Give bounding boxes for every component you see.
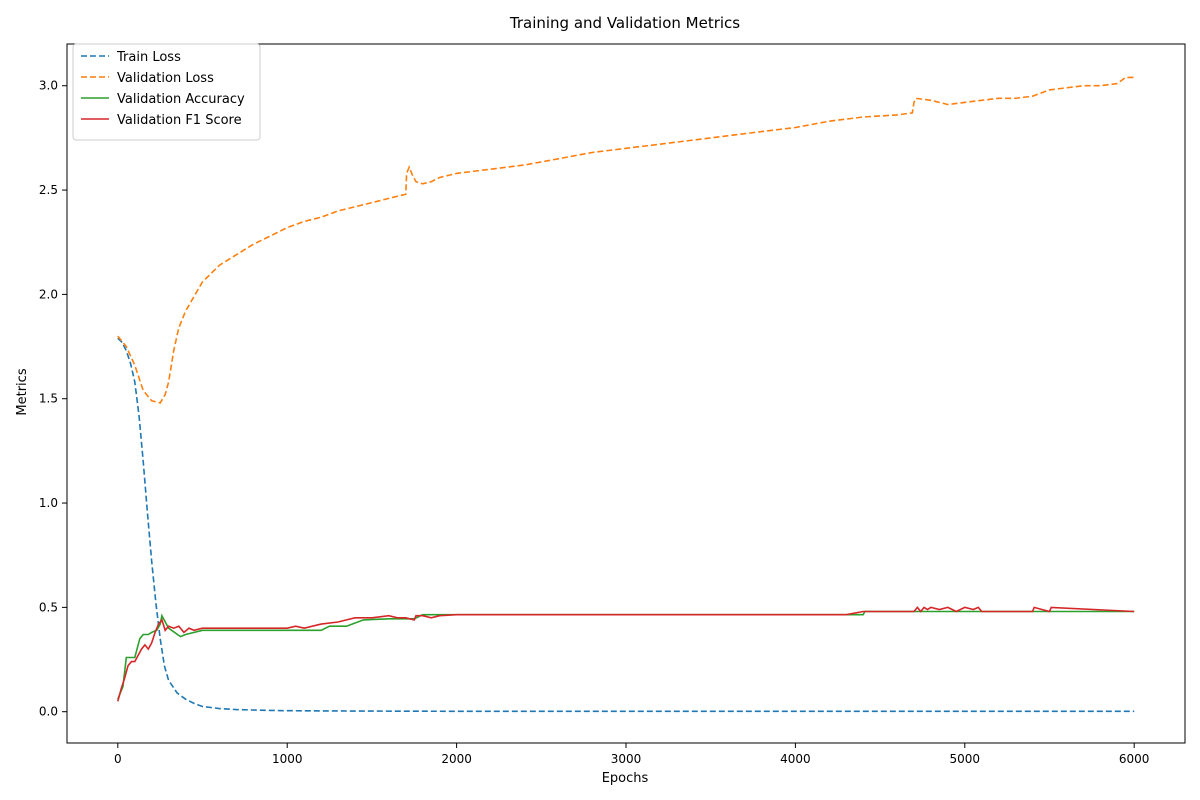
legend-label: Validation F1 Score (117, 113, 242, 128)
chart-title: Training and Validation Metrics (509, 14, 740, 32)
plot-area (66, 43, 1186, 744)
x-tick-label: 3000 (611, 752, 642, 766)
y-tick-label: 0.5 (39, 600, 58, 614)
legend-label: Train Loss (116, 50, 181, 65)
legend-box (72, 43, 261, 141)
y-tick-label: 0.0 (39, 705, 58, 719)
legend-label: Validation Accuracy (117, 92, 245, 107)
y-axis: 0.0 0.5 1.0 1.5 2.0 2.5 3.0 (39, 79, 67, 719)
y-tick-label: 3.0 (39, 79, 58, 93)
series-line-validation-loss (117, 76, 1135, 404)
y-axis-label: Metrics (15, 368, 30, 415)
x-tick-label: 5000 (950, 752, 981, 766)
x-tick-label: 6000 (1119, 752, 1150, 766)
legend-label: Validation Loss (117, 71, 214, 86)
series-line-train-loss (117, 337, 1135, 713)
y-tick-label: 2.0 (39, 287, 58, 301)
x-tick-label: 1000 (272, 752, 303, 766)
y-tick-label: 1.0 (39, 496, 58, 510)
legend: Train Loss Validation Loss Validation Accu… (72, 43, 261, 141)
x-axis-label: Epochs (602, 771, 649, 786)
y-tick-label: 1.5 (39, 392, 58, 406)
x-tick-label: 4000 (780, 752, 811, 766)
y-tick-label: 2.5 (39, 183, 58, 197)
x-tick-label: 0 (114, 752, 122, 766)
series-line-validation-f1-score (117, 606, 1135, 702)
x-tick-label: 2000 (441, 752, 472, 766)
series-line-validation-accuracy (117, 610, 1135, 700)
x-axis: 0 1000 2000 3000 4000 5000 6000 (114, 743, 1149, 766)
